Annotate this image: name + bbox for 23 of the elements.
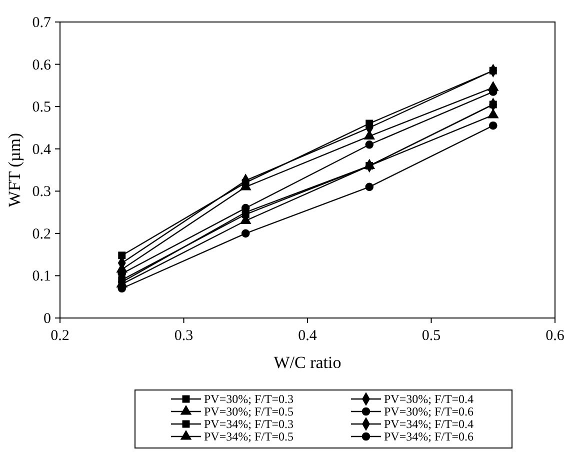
x-axis-title: W/C ratio bbox=[274, 353, 342, 372]
x-tick-label: 0.3 bbox=[174, 328, 194, 344]
y-tick-label: 0.5 bbox=[32, 100, 51, 116]
legend-label: PV=30%; F/T=0.4 bbox=[384, 392, 474, 406]
y-tick-label: 0 bbox=[44, 311, 51, 327]
y-tick-label: 0.6 bbox=[32, 57, 52, 74]
x-tick-label: 0.6 bbox=[546, 328, 565, 344]
y-tick-label: 0.1 bbox=[32, 268, 51, 285]
y-tick-label: 0.2 bbox=[32, 226, 51, 242]
legend-label: PV=30%; F/T=0.5 bbox=[204, 404, 294, 418]
legend-label: PV=30%; F/T=0.3 bbox=[204, 392, 294, 406]
legend-label: PV=34%; F/T=0.5 bbox=[204, 430, 294, 444]
y-axis-title: WFT (µm) bbox=[5, 132, 24, 208]
legend-label: PV=34%; F/T=0.3 bbox=[204, 417, 294, 431]
y-tick-label: 0.4 bbox=[32, 142, 52, 158]
legend-label: PV=34%; F/T=0.6 bbox=[384, 430, 474, 444]
y-tick-label: 0.3 bbox=[32, 184, 51, 200]
y-tick-label: 0.7 bbox=[32, 15, 52, 31]
x-tick-label: 0.5 bbox=[422, 328, 441, 344]
x-tick-label: 0.2 bbox=[50, 328, 70, 344]
legend-label: PV=34%; F/T=0.4 bbox=[384, 417, 474, 431]
legend-label: PV=30%; F/T=0.6 bbox=[384, 404, 474, 418]
x-tick-label: 0.4 bbox=[298, 328, 318, 344]
